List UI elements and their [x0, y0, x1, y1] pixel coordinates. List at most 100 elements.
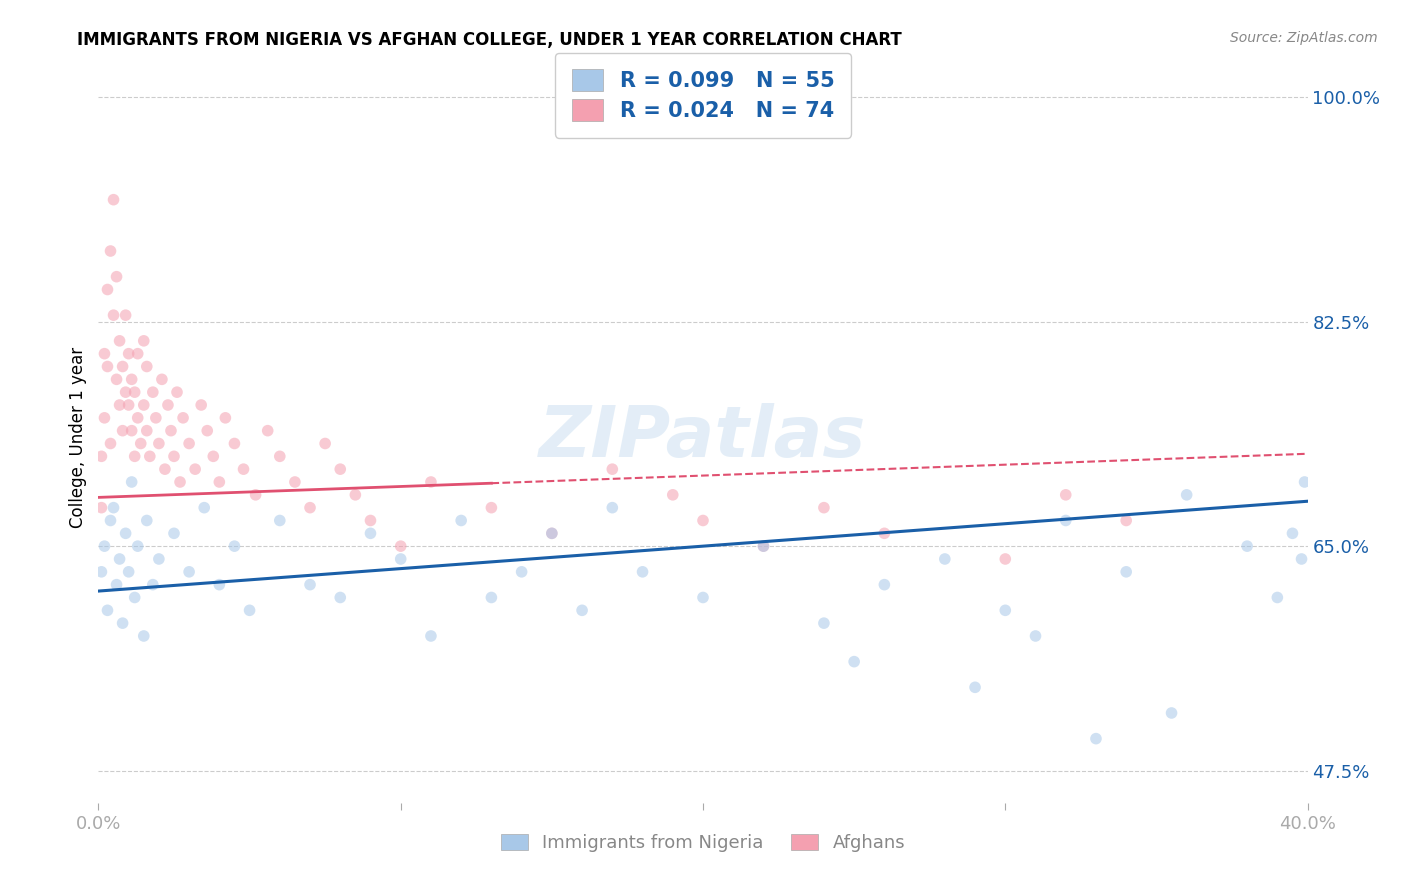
Point [90, 450, 112, 464]
Point [118, 398, 141, 412]
Point [169, 475, 191, 489]
Point [256, 424, 278, 438]
Point [103, 500, 125, 515]
Point [299, 500, 322, 515]
Point [1236, 539, 1258, 553]
Point [214, 410, 236, 425]
Point [813, 500, 835, 515]
Point [132, 334, 155, 348]
Point [510, 565, 533, 579]
Point [127, 539, 149, 553]
Point [481, 591, 503, 605]
Point [124, 450, 146, 464]
Point [153, 462, 176, 476]
Point [450, 514, 472, 528]
Point [163, 450, 186, 464]
Point [208, 577, 231, 591]
Point [118, 565, 141, 579]
Point [965, 681, 987, 695]
Point [156, 398, 179, 412]
Point [132, 398, 155, 412]
Point [314, 436, 336, 450]
Point [329, 591, 352, 605]
Point [103, 193, 125, 207]
Point [142, 577, 165, 591]
Point [118, 346, 141, 360]
Point [179, 436, 201, 450]
Point [481, 500, 503, 515]
Text: ZIPatlas: ZIPatlas [540, 402, 866, 472]
Point [160, 424, 183, 438]
Point [108, 552, 131, 566]
Y-axis label: College, Under 1 year: College, Under 1 year [69, 346, 87, 528]
Point [100, 436, 122, 450]
Point [602, 500, 624, 515]
Point [360, 514, 382, 528]
Point [184, 462, 207, 476]
Point [121, 372, 143, 386]
Point [1115, 514, 1137, 528]
Point [114, 308, 136, 322]
Point [344, 488, 367, 502]
Point [108, 334, 131, 348]
Point [269, 514, 291, 528]
Point [150, 372, 173, 386]
Point [108, 398, 131, 412]
Point [1115, 565, 1137, 579]
Point [103, 308, 125, 322]
Point [329, 462, 352, 476]
Point [111, 616, 134, 631]
Point [111, 359, 134, 374]
Point [163, 526, 186, 541]
Point [135, 514, 157, 528]
Point [132, 629, 155, 643]
Point [1024, 629, 1046, 643]
Point [90, 565, 112, 579]
Point [389, 552, 412, 566]
Point [813, 616, 835, 631]
Point [93, 539, 115, 553]
Point [1054, 514, 1077, 528]
Point [100, 244, 122, 258]
Point [202, 450, 225, 464]
Point [571, 603, 593, 617]
Point [389, 539, 412, 553]
Point [105, 577, 128, 591]
Point [114, 385, 136, 400]
Point [93, 346, 115, 360]
Point [844, 655, 866, 669]
Point [752, 539, 775, 553]
Point [239, 603, 262, 617]
Point [148, 552, 170, 566]
Point [420, 629, 443, 643]
Point [121, 475, 143, 489]
Point [602, 462, 624, 476]
Text: IMMIGRANTS FROM NIGERIA VS AFGHAN COLLEGE, UNDER 1 YEAR CORRELATION CHART: IMMIGRANTS FROM NIGERIA VS AFGHAN COLLEG… [77, 31, 903, 49]
Point [105, 269, 128, 284]
Point [299, 577, 322, 591]
Point [1054, 488, 1077, 502]
Text: Source: ZipAtlas.com: Source: ZipAtlas.com [1230, 31, 1378, 45]
Point [105, 372, 128, 386]
Point [1291, 552, 1313, 566]
Point [145, 410, 167, 425]
Point [1085, 731, 1108, 746]
Point [934, 552, 956, 566]
Point [193, 500, 215, 515]
Point [135, 424, 157, 438]
Point [752, 539, 775, 553]
Point [420, 475, 443, 489]
Point [1294, 475, 1316, 489]
Point [224, 436, 246, 450]
Point [96, 283, 118, 297]
Point [661, 488, 683, 502]
Point [631, 565, 654, 579]
Point [284, 475, 307, 489]
Point [245, 488, 267, 502]
Point [269, 450, 291, 464]
Point [1175, 488, 1198, 502]
Point [121, 424, 143, 438]
Point [540, 526, 562, 541]
Point [994, 552, 1017, 566]
Point [1267, 591, 1289, 605]
